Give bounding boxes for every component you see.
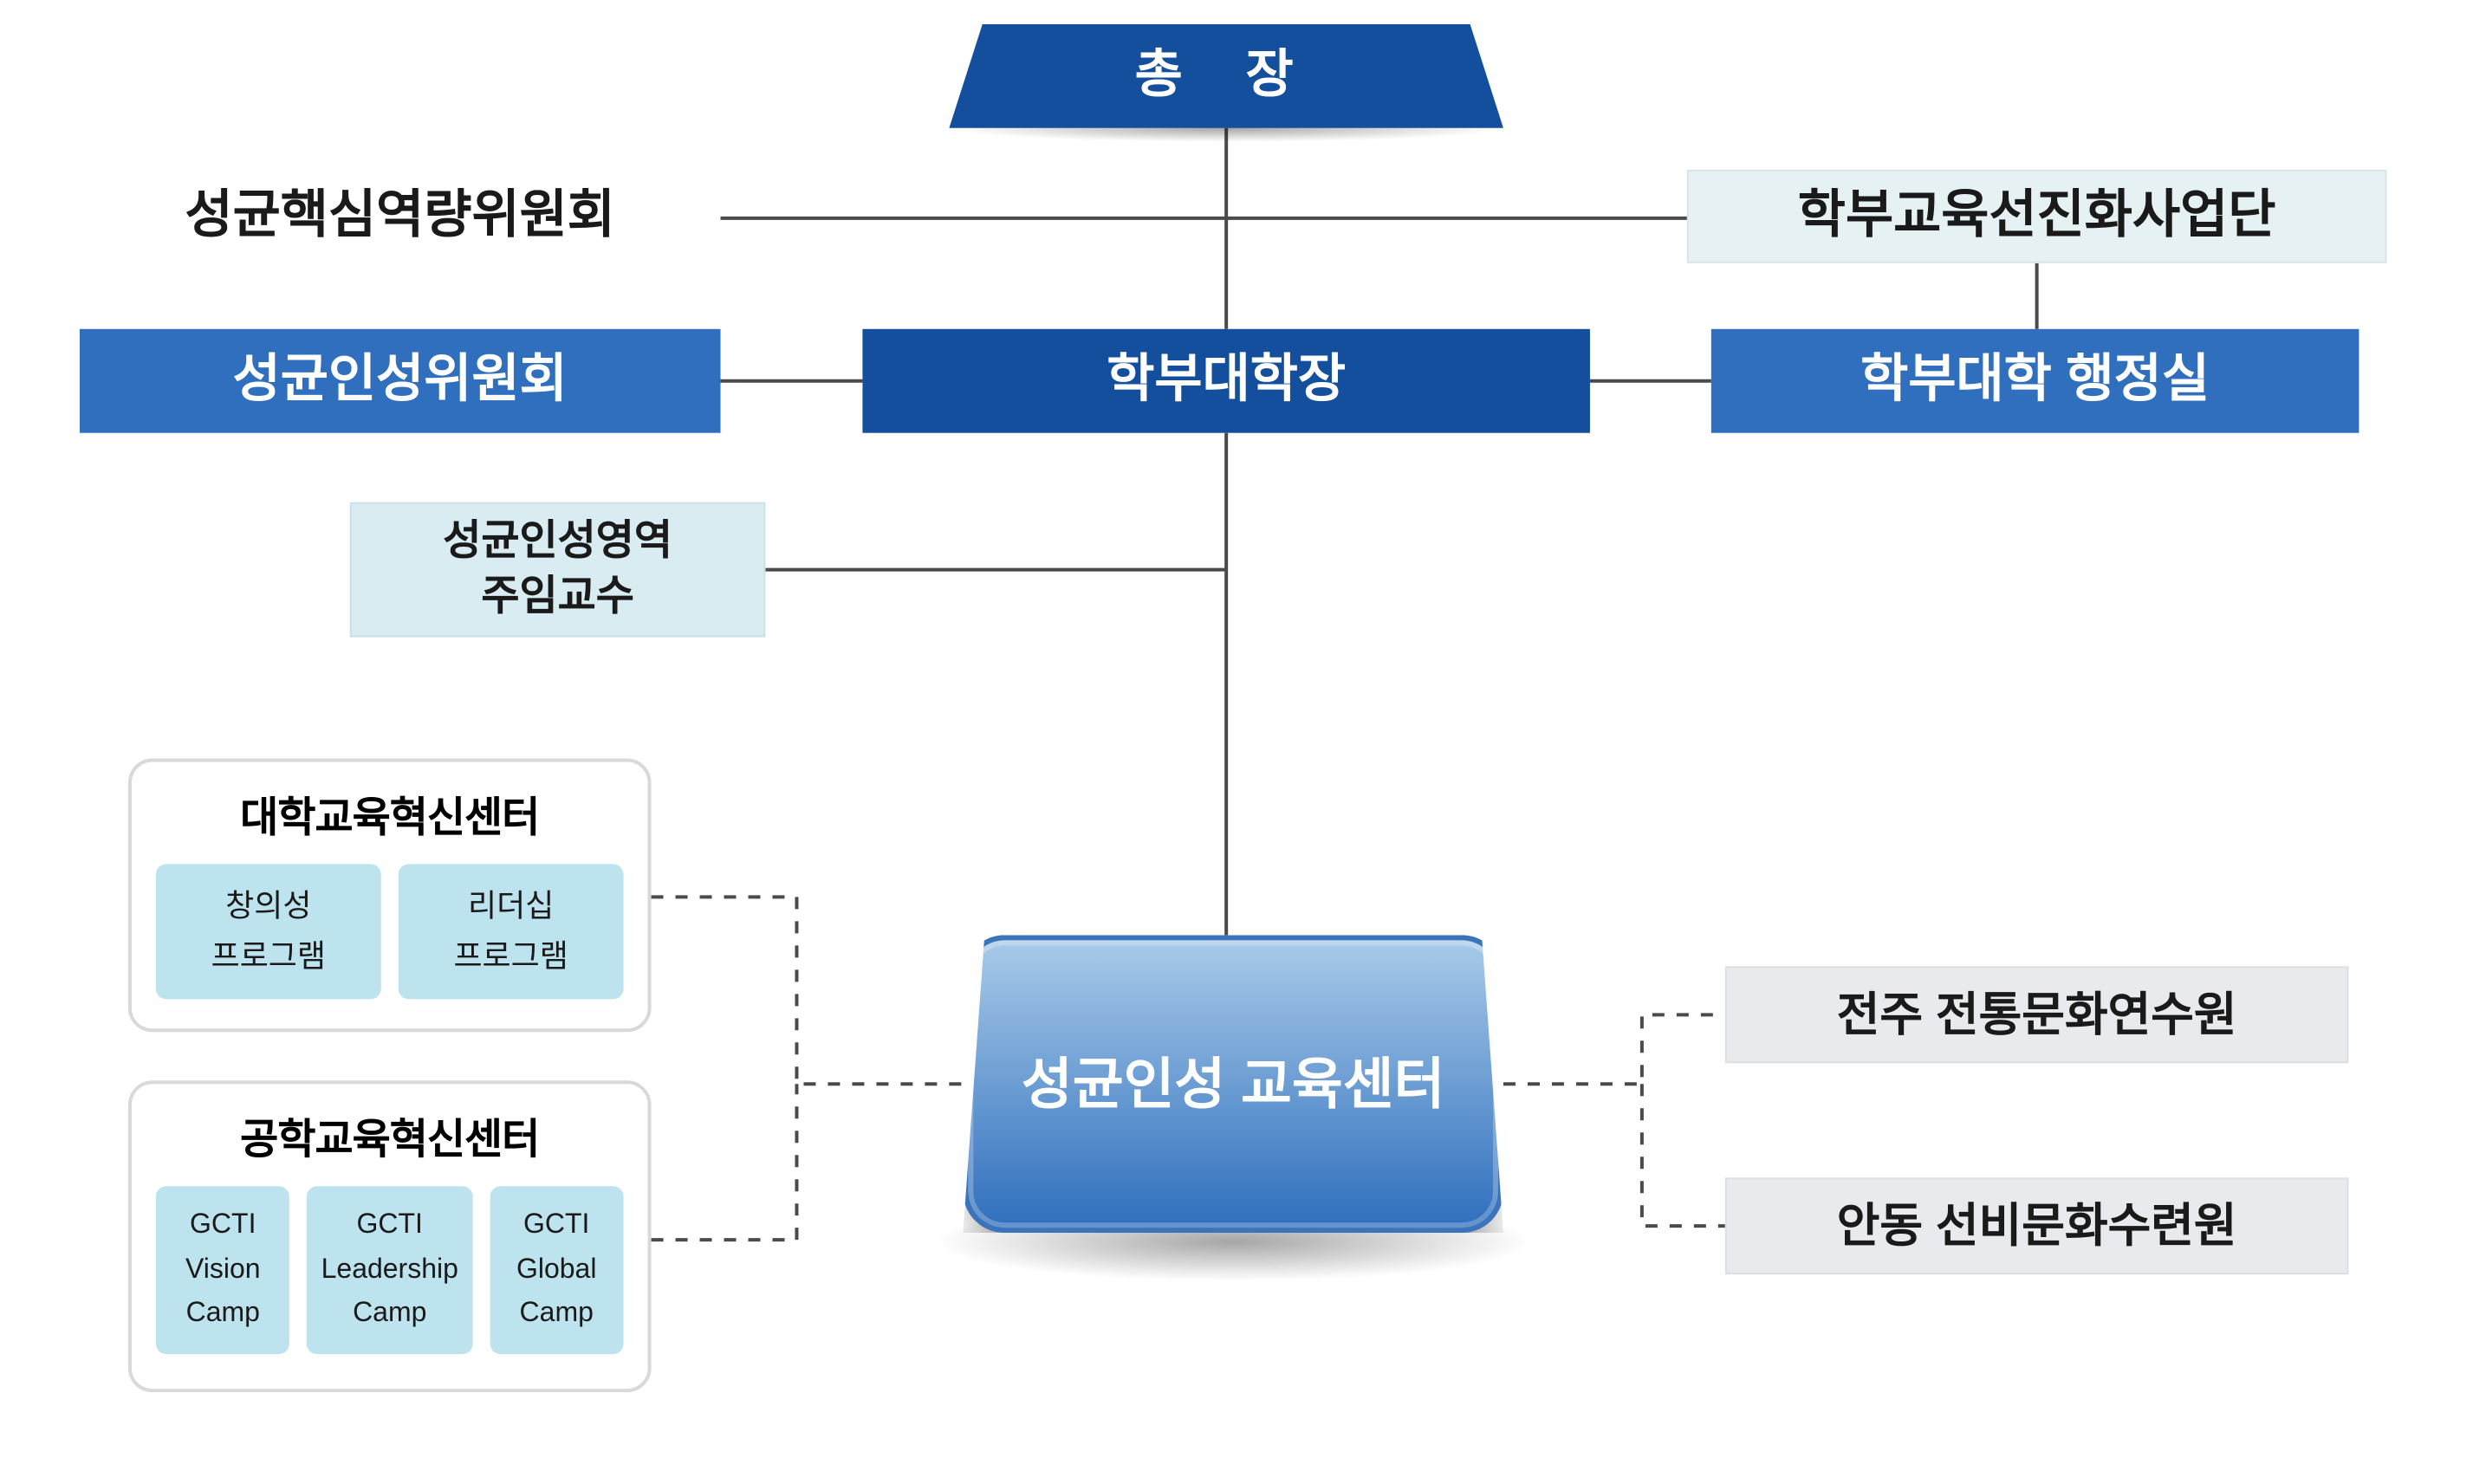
card-innovationCenter-item-0: 창의성 프로그램 xyxy=(156,864,381,998)
card-innovationCenter-title: 대학교육혁신센터 xyxy=(156,782,624,843)
card-innovationCenter-item-1: 리더십 프로그램 xyxy=(399,864,624,998)
node-headProfessor-label: 성균인성영역 주임교수 xyxy=(443,514,672,625)
node-andong-label: 안동 선비문화수련원 xyxy=(1837,1195,2237,1258)
node-jeonju-label: 전주 전통문화연수원 xyxy=(1837,983,2237,1047)
node-advancementGroup-label: 학부교육선진화사업단 xyxy=(1798,181,2276,251)
card-engineeringCenter-item-0: GCTI Vision Camp xyxy=(156,1186,290,1353)
node-coreCompetency-label: 성균핵심역량위원회 xyxy=(185,181,615,251)
node-adminOffice: 학부대학 행정실 xyxy=(1711,329,2359,433)
node-advancementGroup: 학부교육선진화사업단 xyxy=(1687,170,2387,263)
card-engineeringCenter-item-1: GCTI Leadership Camp xyxy=(308,1186,472,1353)
node-characterCommittee-label: 성균인성위원회 xyxy=(233,346,568,416)
node-president: 총 장 xyxy=(949,24,1503,128)
feature-center-label: 성균인성 교육센터 xyxy=(1022,1045,1445,1123)
node-dean-label: 학부대학장 xyxy=(1107,346,1346,416)
node-characterCommittee: 성균인성위원회 xyxy=(80,329,721,433)
node-headProfessor: 성균인성영역 주임교수 xyxy=(350,502,766,638)
feature-center: 성균인성 교육센터 xyxy=(963,935,1503,1233)
card-engineeringCenter-title: 공학교육혁신센터 xyxy=(156,1105,624,1165)
node-dean: 학부대학장 xyxy=(862,329,1590,433)
node-coreCompetency: 성균핵심역량위원회 xyxy=(80,173,721,260)
org-chart-canvas: 총 장성균핵심역량위원회 학부교육선진화사업단성균인성위원회 학부대학장 학부대학 행… xyxy=(0,0,2471,1484)
card-innovationCenter: 대학교육혁신센터창의성 프로그램리더십 프로그램 xyxy=(128,758,652,1032)
card-engineeringCenter: 공학교육혁신센터 GCTI Vision CampGCTI Leadership … xyxy=(128,1080,652,1392)
node-president-label: 총 장 xyxy=(1135,41,1318,111)
node-andong: 안동 선비문화수련원 xyxy=(1725,1177,2349,1274)
node-jeonju: 전주 전통문화연수원 xyxy=(1725,966,2349,1063)
node-adminOffice-label: 학부대학 행정실 xyxy=(1860,346,2210,416)
card-engineeringCenter-item-2: GCTI Global Camp xyxy=(490,1186,624,1353)
